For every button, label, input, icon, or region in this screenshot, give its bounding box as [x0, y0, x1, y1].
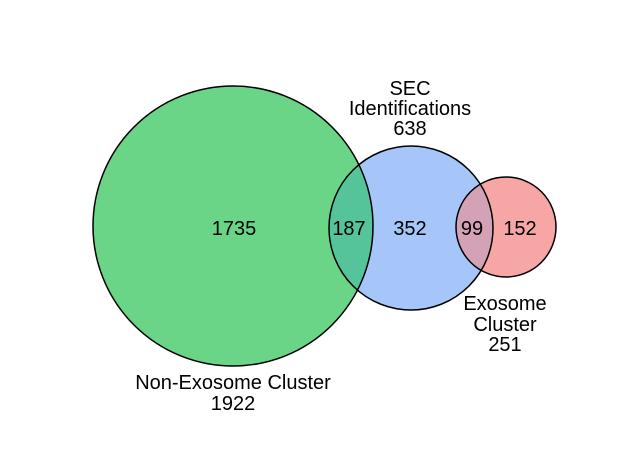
sec-exosome-overlap [456, 177, 493, 277]
count-exosome-only: 152 [503, 218, 536, 240]
count-non-exosome-and-sec: 187 [332, 218, 365, 240]
sec-label-line2: Identifications [349, 98, 471, 120]
exosome-total: 251 [488, 334, 521, 356]
sec-label-line1: SEC [389, 78, 430, 100]
non-exosome-outline [92, 85, 374, 367]
count-non-exosome-only: 1735 [212, 218, 257, 240]
non-exosome-circle [93, 86, 373, 366]
non-exosome-total: 1922 [211, 393, 256, 415]
exosome-outline [455, 176, 557, 278]
count-sec-only: 352 [393, 218, 426, 240]
sec-total: 638 [393, 118, 426, 140]
sec-circle [329, 146, 493, 310]
non-exosome-label: Non-Exosome Cluster [135, 372, 331, 394]
sec-outline [328, 145, 494, 311]
exosome-label-line2: Cluster [473, 314, 537, 336]
count-sec-and-exosome: 99 [461, 218, 483, 240]
exosome-label-line1: Exosome [463, 293, 546, 315]
